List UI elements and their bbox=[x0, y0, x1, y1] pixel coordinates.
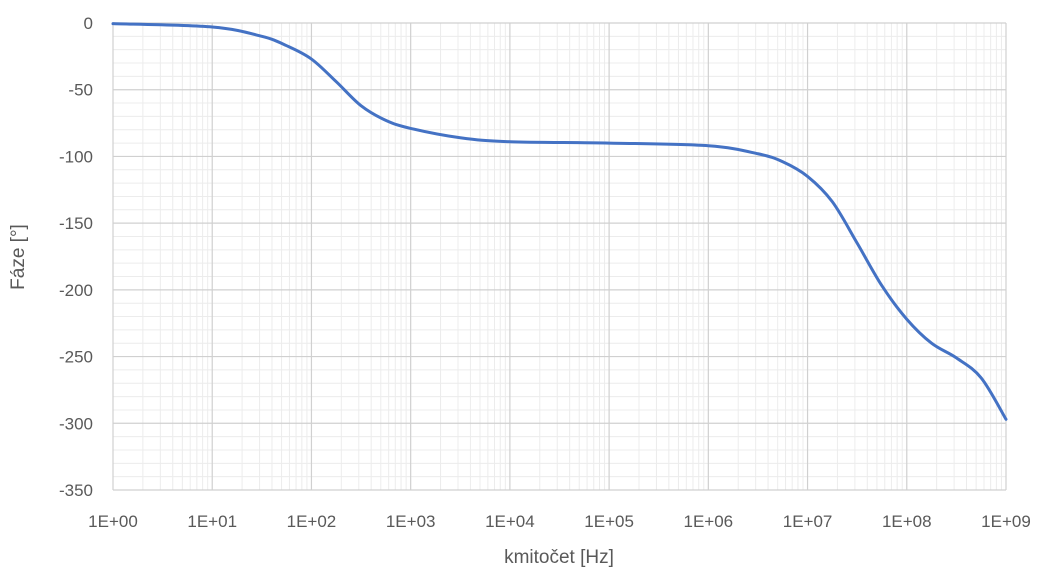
y-tick-label: 0 bbox=[84, 14, 93, 33]
y-tick-label: -250 bbox=[59, 348, 93, 367]
x-tick-label: 1E+01 bbox=[187, 512, 237, 531]
y-tick-label: -300 bbox=[59, 414, 93, 433]
x-tick-label: 1E+08 bbox=[882, 512, 932, 531]
x-axis-title: kmitočet [Hz] bbox=[504, 547, 614, 568]
y-tick-label: -350 bbox=[59, 481, 93, 500]
minor-gridlines bbox=[113, 23, 1006, 490]
series-layer bbox=[111, 22, 1008, 421]
x-tick-label: 1E+04 bbox=[485, 512, 535, 531]
y-tick-label: -50 bbox=[68, 81, 93, 100]
x-tick-label: 1E+09 bbox=[981, 512, 1031, 531]
y-tick-label: -200 bbox=[59, 281, 93, 300]
x-axis-ticks: 1E+00 1E+01 1E+02 1E+03 1E+04 1E+05 1E+06 1E+07… bbox=[88, 512, 1031, 531]
x-tick-label: 1E+05 bbox=[584, 512, 634, 531]
x-tick-label: 1E+06 bbox=[684, 512, 734, 531]
y-axis-title: Fáze [°] bbox=[8, 224, 29, 290]
major-gridlines bbox=[112, 22, 1007, 491]
x-tick-label: 1E+02 bbox=[287, 512, 337, 531]
y-tick-label: -150 bbox=[59, 214, 93, 233]
phase-series-line bbox=[111, 22, 1008, 421]
x-tick-label: 1E+00 bbox=[88, 512, 138, 531]
y-tick-label: -100 bbox=[59, 147, 93, 166]
y-axis-ticks: 0 -50 -100 -150 -200 -250 -300 -350 bbox=[59, 14, 93, 500]
x-tick-label: 1E+03 bbox=[386, 512, 436, 531]
x-tick-label: 1E+07 bbox=[783, 512, 833, 531]
